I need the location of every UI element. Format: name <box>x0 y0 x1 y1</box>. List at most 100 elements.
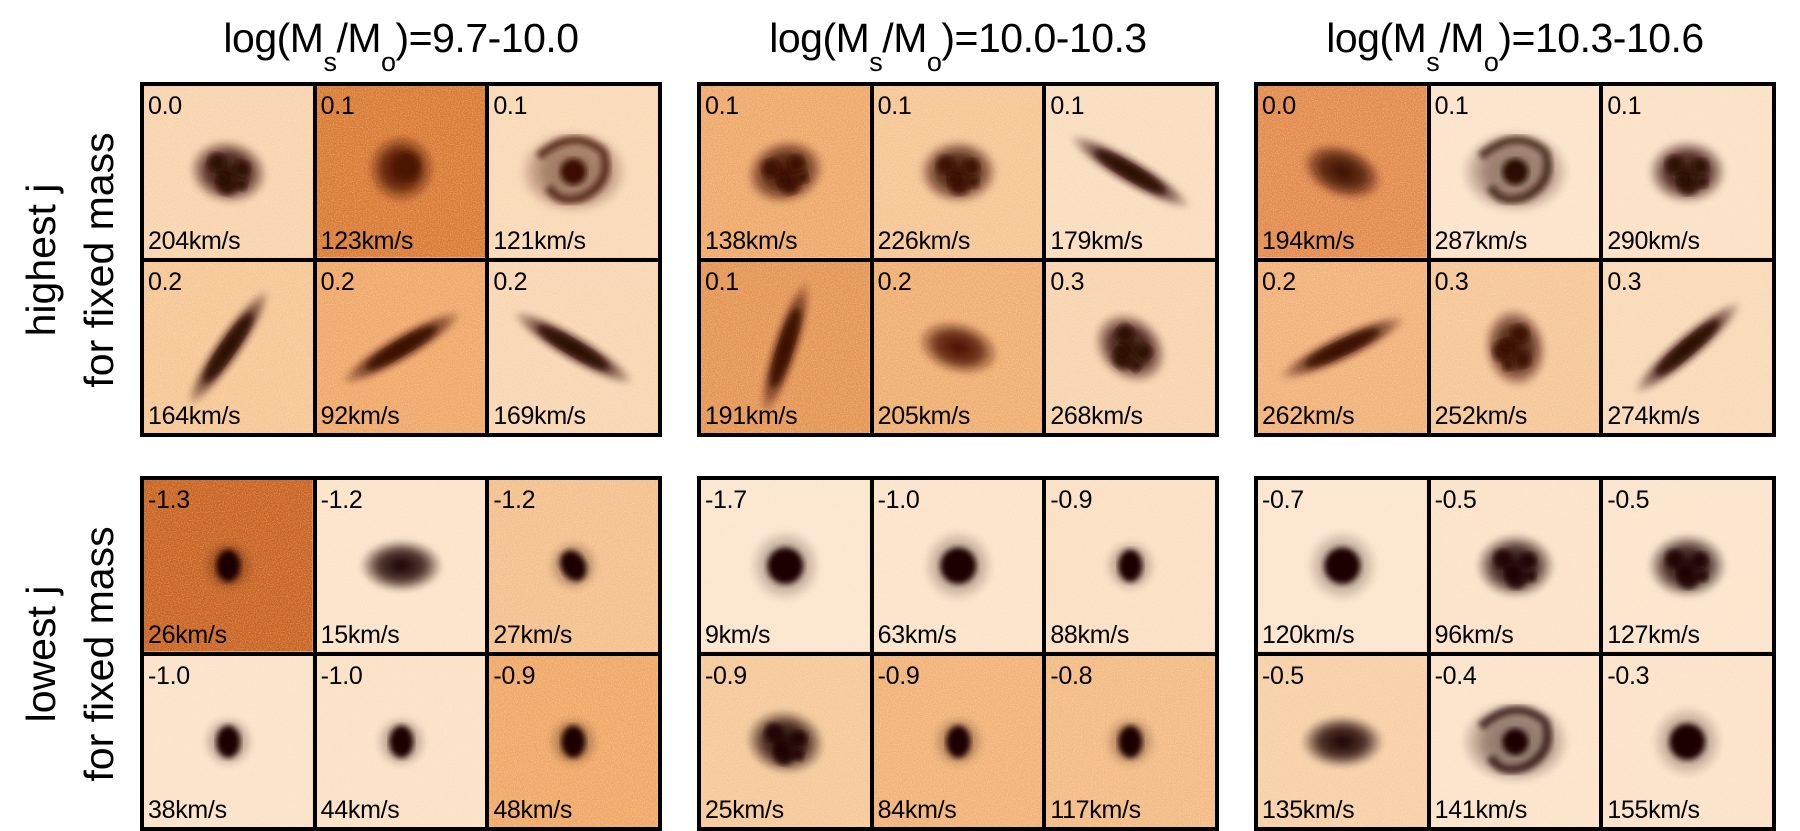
cell-velocity: 92km/s <box>320 402 400 430</box>
cell-velocity: 27km/s <box>493 620 573 649</box>
galaxy-cell: 0.2 262km/s <box>1258 261 1427 433</box>
galaxy-cell: -1.3 26km/s <box>144 480 313 652</box>
galaxy-cell: 0.3 252km/s <box>1430 261 1600 433</box>
galaxy-image <box>316 655 486 827</box>
cell-value: 0.2 <box>877 267 912 296</box>
galaxy-image <box>316 261 486 433</box>
cell-velocity: 25km/s <box>705 796 784 824</box>
galaxy-image <box>873 86 1043 258</box>
cell-value: 0.2 <box>320 267 355 296</box>
galaxy-cell: -0.9 25km/s <box>701 655 870 827</box>
galaxy-image <box>1258 480 1427 652</box>
galaxy-image <box>873 655 1043 827</box>
galaxy-image <box>1603 261 1772 433</box>
cell-velocity: 117km/s <box>1050 796 1141 824</box>
cell-velocity: 15km/s <box>320 620 400 649</box>
galaxy-cell: 0.1 123km/s <box>316 86 486 258</box>
galaxy-cell: 0.1 179km/s <box>1046 86 1215 258</box>
galaxy-cell: -0.4 141km/s <box>1430 655 1600 827</box>
galaxy-image <box>1430 261 1600 433</box>
cell-velocity: 63km/s <box>877 620 957 649</box>
cell-value: -0.5 <box>1434 486 1477 514</box>
galaxy-cell: -1.2 15km/s <box>316 480 486 652</box>
galaxy-image <box>701 480 870 652</box>
galaxy-cell: 0.1 226km/s <box>873 86 1043 258</box>
galaxy-cell: -0.9 88km/s <box>1046 480 1215 652</box>
row-label-line2: for fixed mass <box>76 525 122 782</box>
column-title-2: log(M s/M o)=10.3-10.6 <box>1326 15 1704 77</box>
cell-value: 0.3 <box>1050 267 1085 296</box>
cell-value: 0.1 <box>877 92 912 120</box>
cell-velocity: 26km/s <box>148 620 227 649</box>
galaxy-image <box>144 480 313 652</box>
row-label-line1: lowest j <box>18 585 64 722</box>
galaxy-cell: 0.1 290km/s <box>1603 86 1772 258</box>
galaxy-cell: 0.1 138km/s <box>701 86 870 258</box>
cell-velocity: 169km/s <box>493 402 586 430</box>
cell-value: -0.4 <box>1434 661 1477 690</box>
galaxy-cell: -0.5 127km/s <box>1603 480 1772 652</box>
image-panel: 0.0 204km/s 0.1 123km/s 0.1 121km/s 0.2 164km/s… <box>140 82 662 437</box>
cell-velocity: 141km/s <box>1434 796 1528 824</box>
cell-value: 0.2 <box>1262 267 1296 296</box>
cell-velocity: 164km/s <box>148 402 241 430</box>
cell-value: 0.1 <box>320 92 355 120</box>
cell-velocity: 204km/s <box>148 226 241 255</box>
cell-value: -0.9 <box>1050 486 1093 514</box>
cell-velocity: 88km/s <box>1050 620 1130 649</box>
galaxy-image <box>1046 655 1215 827</box>
cell-velocity: 290km/s <box>1607 226 1700 255</box>
galaxy-image <box>1430 86 1600 258</box>
cell-value: -1.0 <box>320 661 363 690</box>
cell-velocity: 252km/s <box>1434 402 1528 430</box>
galaxy-image <box>1603 480 1772 652</box>
galaxy-image <box>144 655 313 827</box>
cell-velocity: 135km/s <box>1262 796 1355 824</box>
image-panel: -1.7 9km/s -1.0 63km/s -0.9 88km/s -0.9 25km/s -… <box>697 476 1219 831</box>
galaxy-image <box>873 480 1043 652</box>
row-label-line1: highest j <box>18 183 64 336</box>
galaxy-cell: -0.7 120km/s <box>1258 480 1427 652</box>
cell-velocity: 138km/s <box>705 226 798 255</box>
cell-velocity: 44km/s <box>320 796 400 824</box>
cell-value: 0.1 <box>1434 92 1469 120</box>
cell-velocity: 9km/s <box>705 620 771 649</box>
cell-value: -1.0 <box>877 486 920 514</box>
galaxy-cell: 0.3 274km/s <box>1603 261 1772 433</box>
galaxy-image <box>701 261 870 433</box>
cell-velocity: 127km/s <box>1607 620 1700 649</box>
galaxy-image <box>489 261 658 433</box>
cell-value: -1.7 <box>705 486 747 514</box>
galaxy-cell: 0.3 268km/s <box>1046 261 1215 433</box>
cell-value: -1.2 <box>320 486 363 514</box>
galaxy-cell: -0.9 84km/s <box>873 655 1043 827</box>
cell-value: 0.1 <box>705 92 739 120</box>
cell-value: 0.3 <box>1434 267 1469 296</box>
galaxy-image <box>489 655 658 827</box>
cell-velocity: 38km/s <box>148 796 227 824</box>
cell-velocity: 274km/s <box>1607 402 1700 430</box>
galaxy-cell: -0.9 48km/s <box>489 655 658 827</box>
galaxy-image <box>873 261 1043 433</box>
galaxy-cell: -1.2 27km/s <box>489 480 658 652</box>
galaxy-cell: -0.5 96km/s <box>1430 480 1600 652</box>
cell-velocity: 226km/s <box>877 226 971 255</box>
galaxy-image <box>489 86 658 258</box>
galaxy-image <box>701 655 870 827</box>
galaxy-image <box>1258 86 1427 258</box>
cell-velocity: 205km/s <box>877 402 971 430</box>
cell-velocity: 194km/s <box>1262 226 1355 255</box>
galaxy-cell: 0.1 191km/s <box>701 261 870 433</box>
image-panel: 0.1 138km/s 0.1 226km/s 0.1 179km/s 0.1 191km/s… <box>697 82 1219 437</box>
cell-value: -0.9 <box>705 661 747 690</box>
cell-value: 0.1 <box>1050 92 1085 120</box>
galaxy-cell: -0.3 155km/s <box>1603 655 1772 827</box>
cell-velocity: 262km/s <box>1262 402 1355 430</box>
cell-value: -0.9 <box>493 661 536 690</box>
galaxy-image <box>316 86 486 258</box>
galaxy-cell: -1.0 63km/s <box>873 480 1043 652</box>
galaxy-cell: -0.5 135km/s <box>1258 655 1427 827</box>
cell-velocity: 96km/s <box>1434 620 1514 649</box>
cell-value: 0.2 <box>493 267 528 296</box>
cell-velocity: 48km/s <box>493 796 573 824</box>
